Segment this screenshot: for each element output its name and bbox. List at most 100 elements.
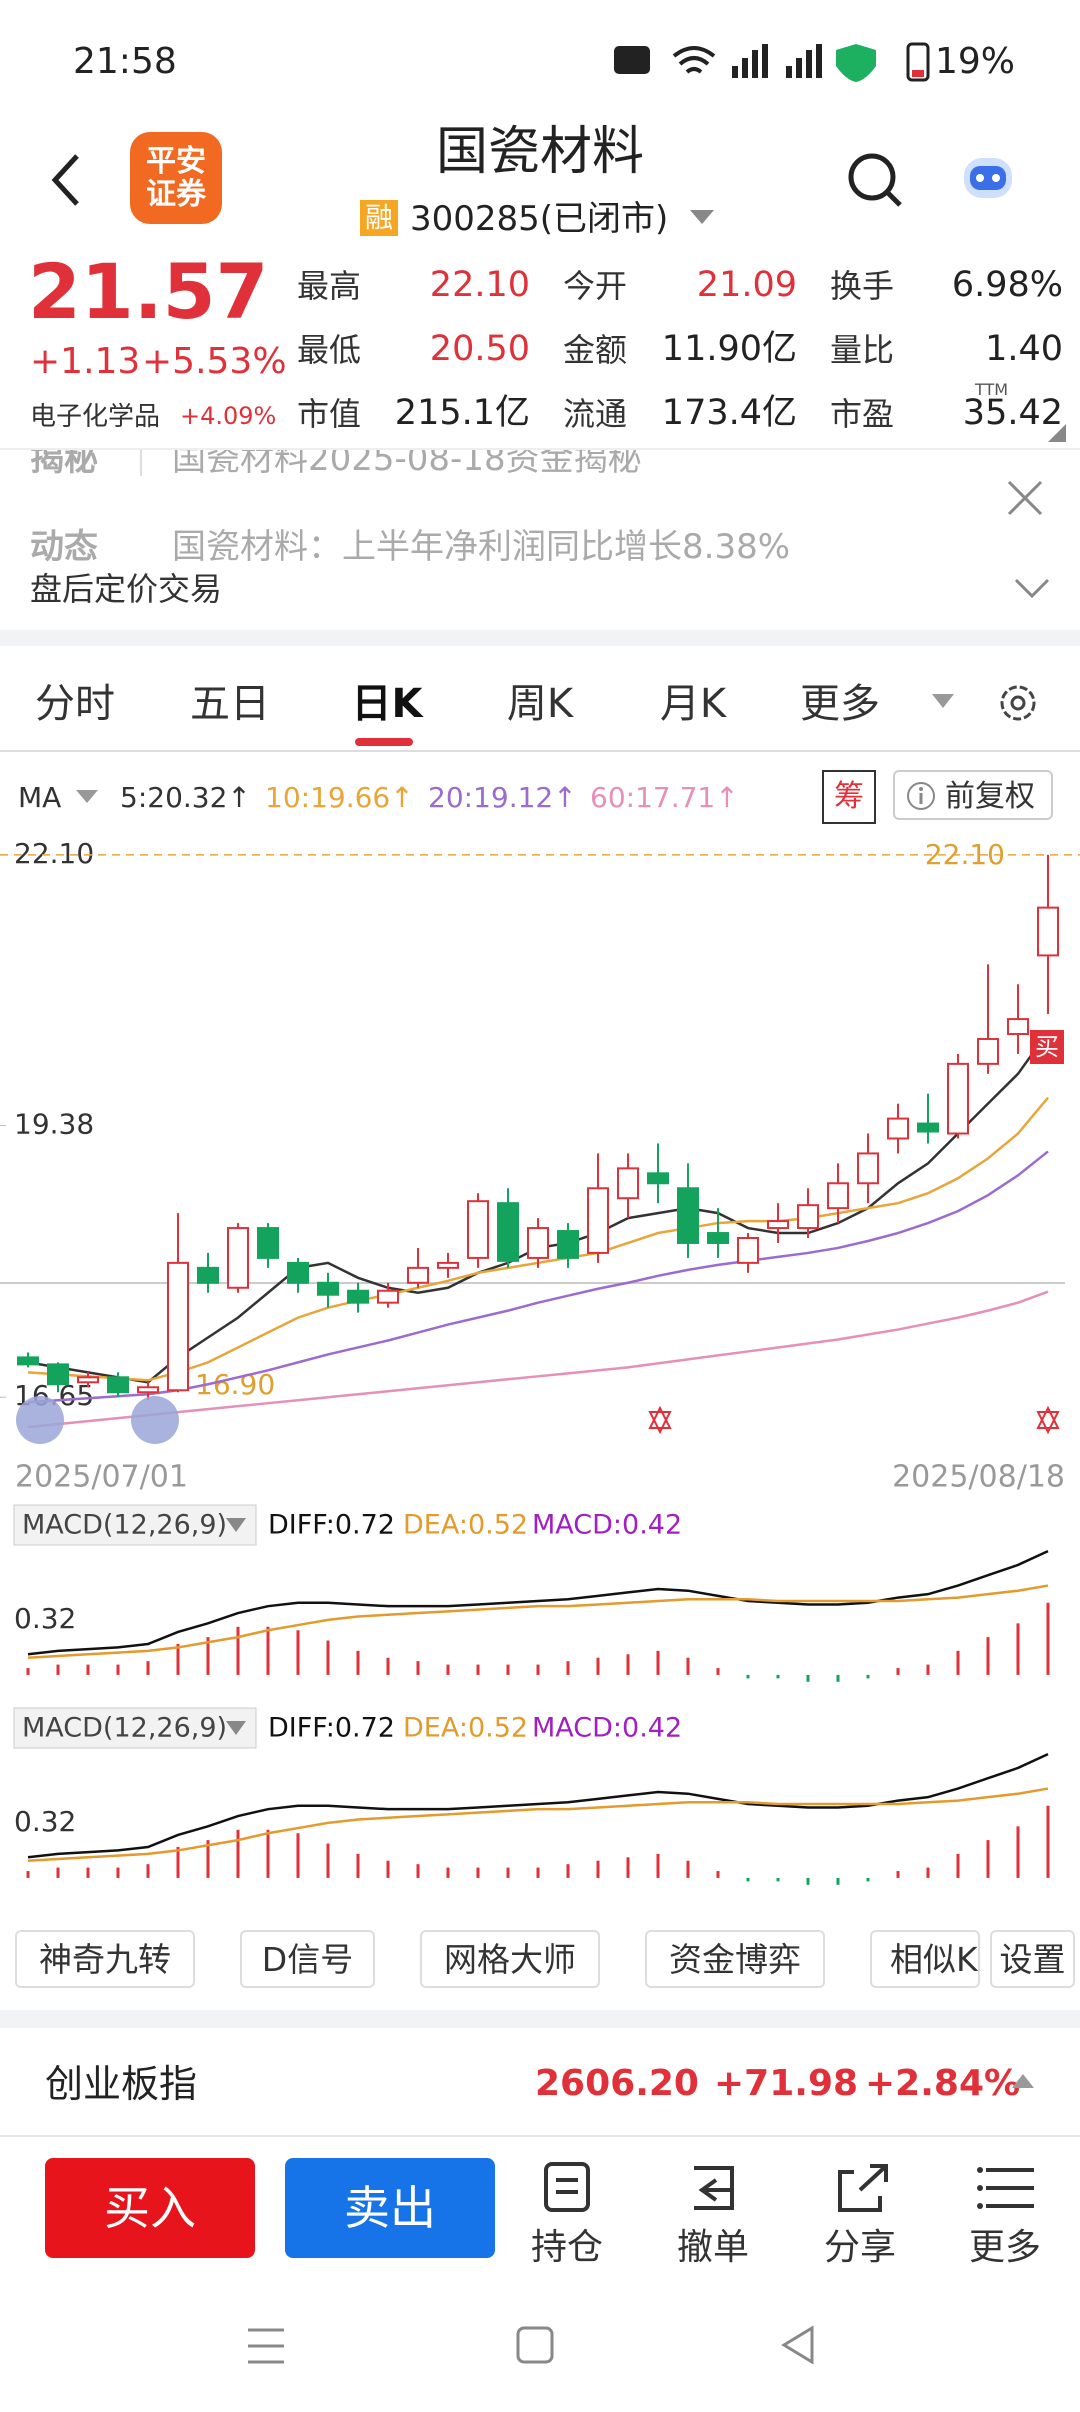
back-button[interactable] bbox=[45, 150, 85, 210]
tab[interactable]: 周K bbox=[506, 681, 574, 727]
macd-bar bbox=[386, 1657, 390, 1675]
candle-body bbox=[827, 1182, 849, 1210]
macd-bar bbox=[536, 1867, 540, 1878]
index-value: 2606.20 bbox=[535, 2063, 699, 2104]
price-change-pct: +5.53% bbox=[142, 341, 287, 382]
tool-button[interactable]: 相似K bbox=[870, 1930, 980, 1988]
action-label[interactable]: 持仓 bbox=[530, 2227, 604, 2268]
ma-dropdown[interactable] bbox=[76, 790, 98, 804]
candle-body bbox=[347, 1289, 369, 1304]
macd-bar bbox=[506, 1664, 510, 1675]
dea-label: DEA:0.52 bbox=[403, 1713, 528, 1744]
chip-button[interactable]: 筹 bbox=[822, 770, 876, 824]
dropdown[interactable] bbox=[690, 210, 714, 226]
index-change: +71.98 bbox=[714, 2063, 859, 2104]
tool-button[interactable]: D信号 bbox=[240, 1930, 375, 1988]
index-pct: +2.84% bbox=[865, 2063, 1021, 2104]
action-label[interactable]: 分享 bbox=[823, 2227, 897, 2268]
candle-body bbox=[407, 1266, 429, 1284]
search-button[interactable] bbox=[845, 150, 905, 210]
stat-value: 22.10 bbox=[429, 265, 530, 305]
macd-bar bbox=[836, 1674, 840, 1682]
macd-bar bbox=[626, 1857, 630, 1878]
assistant-button[interactable] bbox=[958, 150, 1018, 206]
tool-button[interactable]: 资金博弈 bbox=[645, 1930, 825, 1988]
sell-button[interactable]: 卖出 bbox=[285, 2158, 495, 2258]
after-hours[interactable]: 盘后定价交易 bbox=[30, 570, 223, 608]
candle-body bbox=[707, 1232, 729, 1244]
adjust-button[interactable]: 前复权 bbox=[893, 770, 1053, 820]
dea-line bbox=[27, 1584, 1049, 1659]
macd-bar bbox=[206, 1637, 210, 1675]
more-arrow[interactable] bbox=[932, 694, 954, 710]
ttm: TTM bbox=[975, 380, 1009, 399]
macd-dropdown bbox=[226, 1721, 246, 1735]
ma-label[interactable]: MA bbox=[18, 781, 62, 814]
stock-code: 300285(已闭市) bbox=[410, 202, 668, 236]
tab[interactable]: 月K bbox=[659, 681, 727, 727]
tab[interactable]: 更多 bbox=[800, 681, 880, 727]
macd-bar bbox=[416, 1661, 420, 1675]
buy-button[interactable]: 买入 bbox=[45, 2158, 255, 2258]
news-tag: 揭秘 bbox=[30, 450, 98, 479]
tab[interactable]: 分时 bbox=[35, 681, 115, 727]
stat-value: 21.09 bbox=[696, 265, 797, 305]
candle-body bbox=[587, 1187, 609, 1254]
macd-bar bbox=[926, 1867, 930, 1878]
stat-value: 1.40 bbox=[985, 329, 1063, 369]
candle-body bbox=[947, 1062, 969, 1135]
close-button[interactable] bbox=[1005, 478, 1045, 518]
news-text: 国瓷材料：上半年净利润同比增长8.38% bbox=[172, 527, 791, 563]
diff-label: DIFF:0.72 bbox=[268, 1713, 395, 1744]
stat-label: 金额 bbox=[563, 331, 628, 369]
expand[interactable] bbox=[1012, 576, 1052, 600]
gap bbox=[0, 2010, 1080, 2028]
candle-body bbox=[317, 1281, 339, 1296]
tab-indicator bbox=[355, 738, 413, 746]
tool-button[interactable]: 设置 bbox=[990, 1930, 1075, 1988]
index-name[interactable]: 创业板指 bbox=[45, 2062, 198, 2106]
candle-body bbox=[887, 1117, 909, 1140]
corner-mark bbox=[1048, 424, 1066, 442]
macd-bar bbox=[356, 1853, 360, 1878]
macd-bar bbox=[326, 1843, 330, 1878]
macd-bar bbox=[596, 1657, 600, 1675]
news-ticker[interactable]: 揭秘 国瓷材料2025-08-18资金揭秘 动态 国瓷材料：上半年净利润同比增长… bbox=[0, 450, 1080, 563]
macd-bar bbox=[656, 1853, 660, 1878]
news-text: 国瓷材料2025-08-18资金揭秘 bbox=[172, 450, 642, 479]
macd-bar bbox=[56, 1867, 60, 1878]
macd-bar bbox=[806, 1877, 810, 1885]
candle-body bbox=[47, 1363, 69, 1386]
info-icon bbox=[907, 782, 935, 810]
macd-bar bbox=[326, 1640, 330, 1675]
nav-bar bbox=[248, 2325, 814, 2365]
candle-body bbox=[617, 1167, 639, 1200]
macd-bar bbox=[266, 1626, 270, 1675]
sector: 电子化学品 bbox=[30, 402, 161, 432]
macd-bar bbox=[116, 1867, 120, 1878]
tool-button[interactable]: 网格大师 bbox=[420, 1930, 600, 1988]
macd-bar bbox=[296, 1833, 300, 1878]
news-tag: 动态 bbox=[30, 527, 98, 563]
stat-value: 20.50 bbox=[429, 329, 530, 369]
stat-label: 市盈 bbox=[830, 395, 895, 433]
settings-button[interactable] bbox=[995, 680, 1041, 726]
action-label[interactable]: 更多 bbox=[968, 2227, 1042, 2268]
tab[interactable]: 日K bbox=[351, 681, 423, 727]
candle-body bbox=[917, 1122, 939, 1133]
macd-selector bbox=[13, 1707, 257, 1749]
macd-bar bbox=[656, 1650, 660, 1675]
buy-tag: 买 bbox=[1030, 1030, 1064, 1064]
macd-bar bbox=[1016, 1826, 1020, 1878]
tool-button[interactable]: 神奇九转 bbox=[15, 1930, 195, 1988]
y-tick-label: 22.10 bbox=[14, 837, 94, 870]
action-label[interactable]: 撤单 bbox=[676, 2227, 750, 2268]
macd-bar bbox=[566, 1661, 570, 1675]
macd-bar bbox=[806, 1674, 810, 1682]
margin-badge: 融 bbox=[360, 200, 398, 236]
macd-bar bbox=[986, 1840, 990, 1878]
tab[interactable]: 五日 bbox=[190, 681, 270, 727]
candle-body bbox=[797, 1204, 819, 1230]
